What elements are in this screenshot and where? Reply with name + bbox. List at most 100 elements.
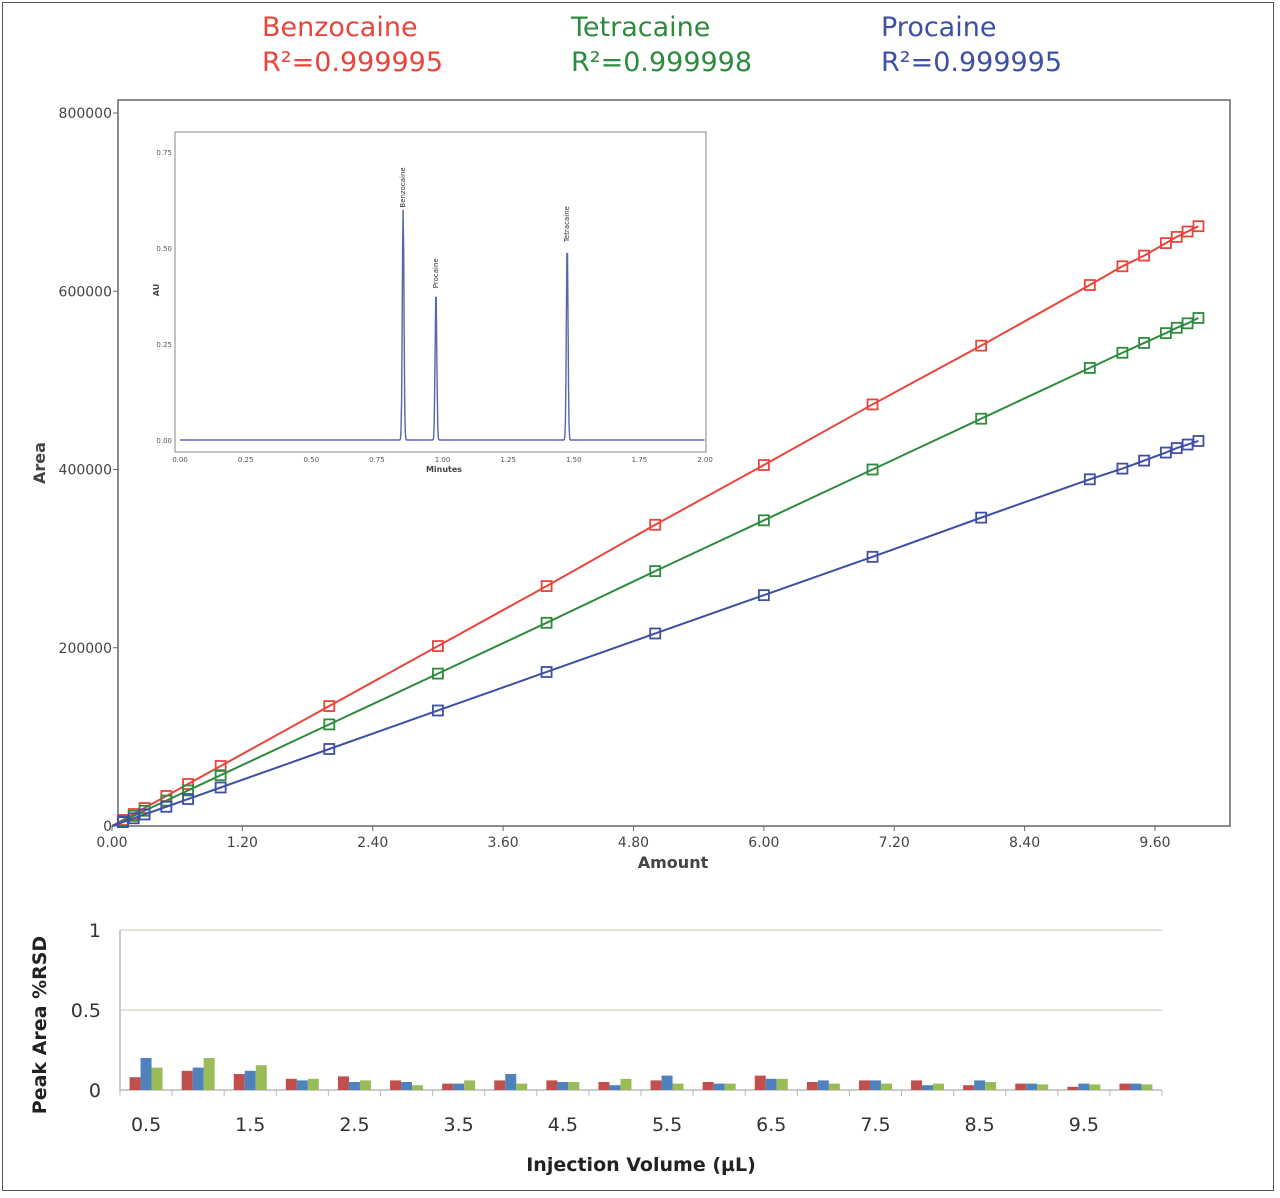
- bar-3.5: [464, 1080, 476, 1090]
- data-point-tetracaine: [866, 463, 879, 476]
- data-point-benzocaine: [1116, 260, 1129, 273]
- bar-5.5: [672, 1083, 684, 1090]
- bar-4.5: [557, 1082, 569, 1090]
- bar-3: [390, 1080, 402, 1090]
- data-point-tetracaine: [432, 667, 444, 680]
- data-point-tetracaine: [160, 794, 173, 807]
- bar-7.5: [869, 1080, 881, 1090]
- bar-10: [1141, 1084, 1153, 1090]
- data-point-tetracaine: [649, 565, 662, 578]
- data-point-tetracaine: [1116, 346, 1129, 359]
- data-point-tetracaine: [214, 769, 227, 782]
- inset-x-tick-label: 2.00: [697, 456, 713, 464]
- bar-y-tick-label: 0.5: [71, 1000, 101, 1022]
- x-tick-label: 4.80: [618, 835, 649, 851]
- legend-label: Procaine: [881, 12, 997, 43]
- data-point-procaine: [432, 704, 444, 717]
- bar-1.5: [233, 1074, 245, 1090]
- bar-x-tick-label: 0.5: [131, 1114, 161, 1136]
- bar-7: [806, 1082, 818, 1090]
- bar-6: [724, 1083, 736, 1090]
- data-point-procaine: [214, 781, 227, 794]
- bar-x-tick-label: 8.5: [965, 1114, 995, 1136]
- peak-label: Benzocaine: [399, 167, 407, 207]
- bar-x-tick-label: 4.5: [548, 1114, 578, 1136]
- bar-4: [494, 1080, 506, 1090]
- x-tick-label: 9.60: [1139, 835, 1170, 851]
- bar-9: [1026, 1083, 1038, 1090]
- data-point-procaine: [1192, 435, 1205, 447]
- data-point-benzocaine: [866, 398, 879, 411]
- series-line-tetracaine: [111, 317, 1199, 827]
- data-point-benzocaine: [323, 700, 336, 712]
- legend-r2: R²=0.999998: [571, 47, 753, 78]
- bar-x-tick-label: 3.5: [444, 1114, 474, 1136]
- data-point-procaine: [1083, 473, 1096, 486]
- bar-6.5: [776, 1078, 788, 1090]
- bar-2.5: [359, 1080, 371, 1090]
- y-axis-label: Area: [30, 442, 49, 484]
- bar-2.5: [337, 1076, 349, 1090]
- data-point-benzocaine: [432, 640, 444, 652]
- y-tick-label: 200000: [59, 641, 112, 657]
- x-tick-label: 6.00: [748, 835, 779, 851]
- bar-x-axis-label: Injection Volume (µL): [526, 1154, 756, 1176]
- y-tick-label: 600000: [59, 284, 112, 300]
- bar-5: [609, 1085, 621, 1090]
- y-tick-label: 0: [103, 819, 112, 835]
- bar-0.5: [151, 1067, 163, 1090]
- data-point-tetracaine: [1083, 361, 1096, 374]
- bar-x-tick-label: 5.5: [652, 1114, 682, 1136]
- bar-7.5: [858, 1080, 870, 1090]
- inset-x-tick-label: 1.00: [435, 456, 451, 464]
- bar-4: [516, 1083, 528, 1090]
- x-tick-label: 1.20: [227, 835, 258, 851]
- bar-10: [1119, 1083, 1131, 1090]
- bar-2.5: [348, 1082, 360, 1090]
- bar-4.5: [568, 1082, 580, 1090]
- bar-1.5: [255, 1065, 267, 1090]
- bar-6.5: [765, 1078, 777, 1090]
- x-tick-label: 7.20: [879, 835, 910, 851]
- bar-0.5: [129, 1077, 141, 1090]
- bar-5: [620, 1078, 632, 1090]
- data-point-benzocaine: [1192, 220, 1205, 233]
- bar-9.5: [1067, 1086, 1079, 1090]
- bar-8.5: [963, 1085, 975, 1090]
- legend-procaine: Procaine R²=0.999995: [881, 10, 1062, 80]
- inset-x-tick-label: 0.50: [303, 456, 319, 464]
- inset-y-tick-label: 0.00: [156, 437, 172, 445]
- x-tick-label: 8.40: [1009, 835, 1040, 851]
- inset-x-axis-label: Minutes: [426, 465, 462, 474]
- legend-benzocaine: Benzocaine R²=0.999995: [262, 10, 443, 80]
- data-point-procaine: [649, 627, 662, 640]
- data-point-procaine: [323, 743, 336, 755]
- data-point-benzocaine: [1083, 279, 1096, 291]
- bar-9.5: [1089, 1084, 1101, 1090]
- data-point-procaine: [138, 808, 151, 821]
- bar-9: [1015, 1083, 1027, 1090]
- bar-2: [285, 1078, 297, 1090]
- inset-x-tick-label: 0.00: [172, 456, 188, 464]
- x-tick-label: 2.40: [357, 835, 388, 851]
- y-tick-label: 400000: [59, 463, 112, 479]
- bar-1.5: [244, 1070, 256, 1090]
- bar-3.5: [453, 1083, 465, 1090]
- data-point-tetracaine: [975, 412, 988, 425]
- bar-0.5: [140, 1058, 152, 1090]
- bar-3: [412, 1085, 424, 1090]
- bar-6: [713, 1083, 725, 1090]
- bar-x-tick-label: 7.5: [860, 1114, 890, 1136]
- bar-5.5: [650, 1080, 662, 1090]
- data-point-procaine: [1116, 462, 1129, 475]
- bar-1: [203, 1058, 215, 1090]
- bar-8: [911, 1080, 923, 1090]
- inset-x-tick-label: 1.25: [500, 456, 516, 464]
- bar-x-tick-label: 6.5: [756, 1114, 786, 1136]
- inset-x-tick-label: 1.50: [566, 456, 582, 464]
- data-point-benzocaine: [649, 518, 662, 531]
- bar-3: [401, 1082, 413, 1090]
- data-point-tetracaine: [540, 616, 553, 629]
